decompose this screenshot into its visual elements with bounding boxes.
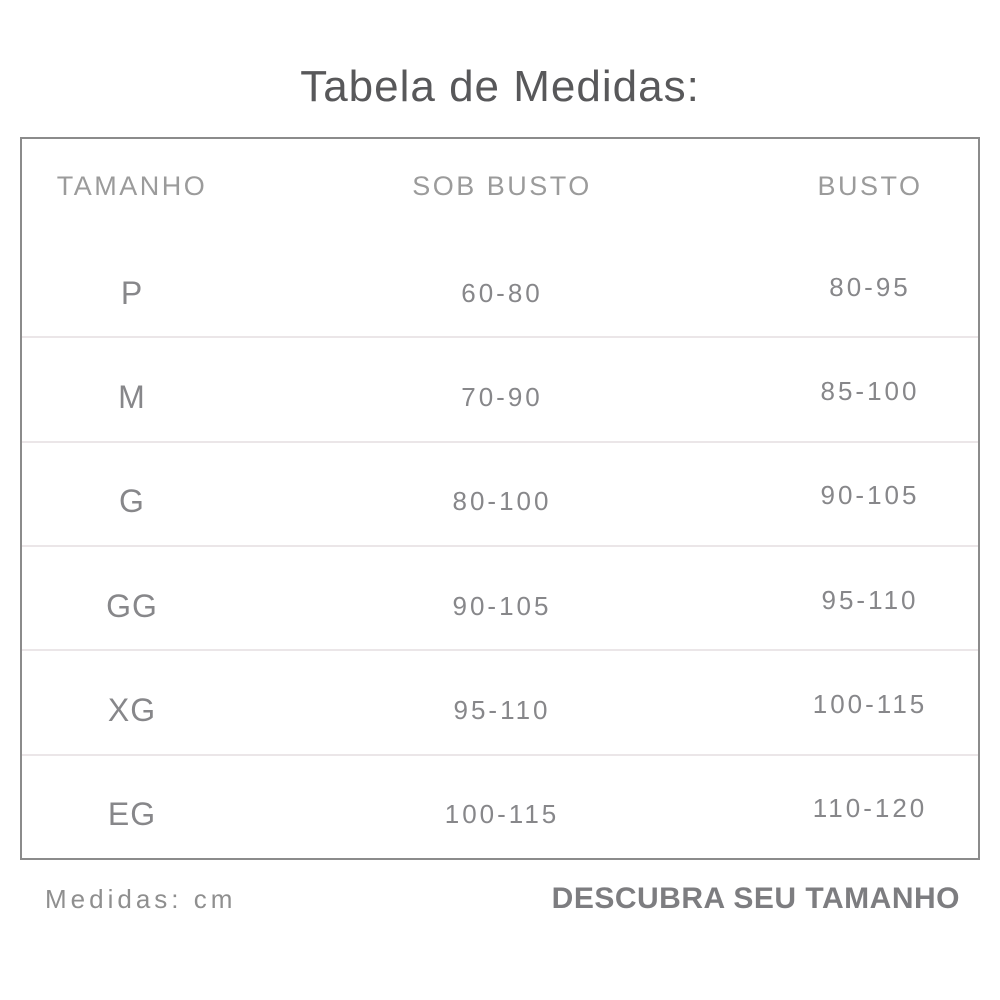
sob-busto-cell: 100-115: [444, 799, 560, 830]
busto-cell: 100-115: [812, 688, 928, 719]
page-title: Tabela de Medidas:: [300, 62, 700, 111]
table-row: EG 100-115 110-120: [22, 753, 978, 858]
size-cell: P: [120, 274, 144, 311]
column-header-tamanho: TAMANHO: [56, 171, 208, 201]
discover-size-label: DESCUBRA SEU TAMANHO: [551, 882, 960, 915]
busto-cell: 90-105: [820, 480, 920, 511]
size-cell: XG: [107, 691, 157, 728]
table-body: P 60-80 80-95 M 70-90 85-100 G 80-100 90-105 GG 90…: [22, 234, 978, 858]
table-row: M 70-90 85-100: [22, 336, 978, 440]
size-cell: GG: [106, 587, 158, 624]
size-cell: EG: [107, 796, 157, 833]
units-note: Medidas: cm: [45, 884, 237, 914]
busto-cell: 80-95: [829, 271, 911, 302]
table-row: G 80-100 90-105: [22, 440, 978, 545]
sob-busto-cell: 90-105: [452, 590, 552, 621]
size-cell: G: [119, 483, 145, 520]
table-row: XG 95-110 100-115: [22, 649, 978, 753]
sob-busto-cell: 70-90: [461, 381, 543, 412]
sob-busto-cell: 80-100: [452, 486, 552, 517]
busto-cell: 95-110: [821, 584, 919, 615]
sob-busto-cell: 95-110: [453, 694, 551, 725]
column-header-busto: BUSTO: [817, 171, 923, 201]
table-row: P 60-80 80-95: [22, 234, 978, 336]
table-header-row: TAMANHO SOB BUSTO BUSTO: [22, 139, 978, 234]
column-header-sob-busto: SOB BUSTO: [412, 171, 592, 201]
size-cell: M: [118, 378, 146, 415]
busto-cell: 85-100: [820, 375, 920, 406]
size-table: TAMANHO SOB BUSTO BUSTO P 60-80 80-95 M 70-9…: [20, 137, 980, 860]
busto-cell: 110-120: [812, 793, 928, 824]
table-row: GG 90-105 95-110: [22, 544, 978, 649]
sob-busto-cell: 60-80: [461, 277, 543, 308]
